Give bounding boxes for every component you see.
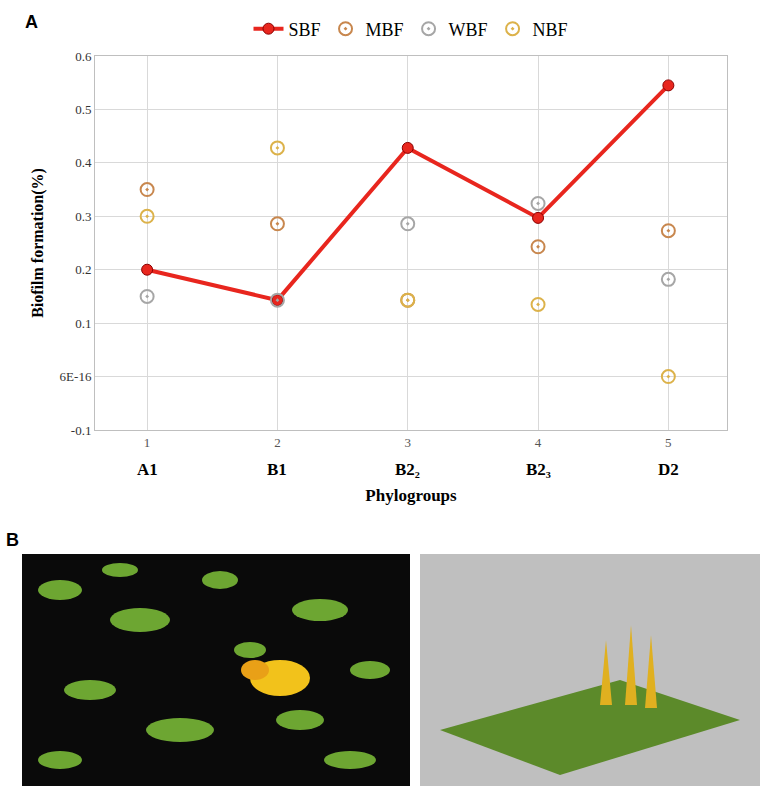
- svg-text:B1: B1: [267, 460, 287, 479]
- svg-text:2: 2: [274, 435, 281, 450]
- svg-text:A1: A1: [137, 460, 158, 479]
- svg-text:SBF: SBF: [289, 20, 321, 40]
- svg-text:0.2: 0.2: [75, 262, 91, 277]
- svg-text:6E-16: 6E-16: [60, 369, 92, 384]
- svg-text:0.6: 0.6: [75, 49, 92, 64]
- svg-text:0.4: 0.4: [75, 155, 92, 170]
- svg-text:5: 5: [665, 435, 672, 450]
- svg-text:4: 4: [535, 435, 542, 450]
- svg-text:0.3: 0.3: [75, 209, 91, 224]
- svg-text:Biofilm formation(%): Biofilm formation(%): [29, 168, 47, 318]
- svg-text:B2₂: B2₂: [395, 460, 420, 479]
- svg-text:NBF: NBF: [533, 20, 568, 40]
- svg-text:0.1: 0.1: [75, 316, 91, 331]
- svg-text:B2₃: B2₃: [526, 460, 551, 479]
- html-text:B: B: [6, 530, 19, 550]
- svg-text:A: A: [25, 12, 38, 32]
- svg-text:0.5: 0.5: [75, 102, 91, 117]
- svg-text:Phylogroups: Phylogroups: [365, 486, 457, 505]
- svg-text:D2: D2: [658, 460, 679, 479]
- svg-text:-0.1: -0.1: [71, 423, 92, 438]
- svg-text:WBF: WBF: [449, 20, 488, 40]
- svg-text:3: 3: [404, 435, 411, 450]
- svg-text:1: 1: [144, 435, 151, 450]
- svg-text:MBF: MBF: [366, 20, 404, 40]
